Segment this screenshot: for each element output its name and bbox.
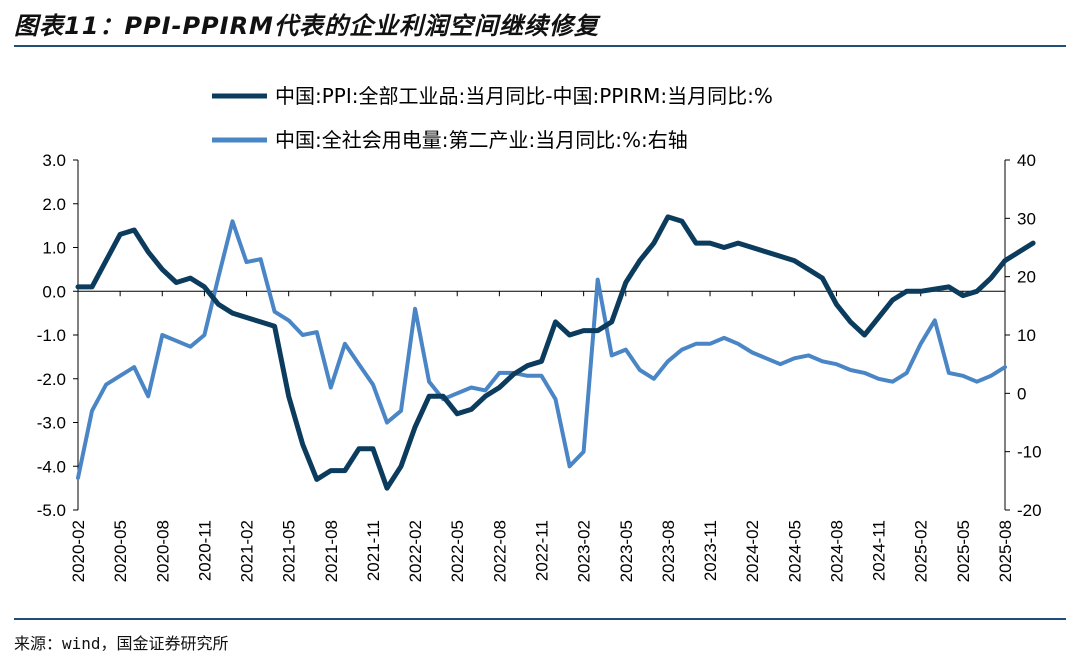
x-axis-ticks: 2020-02 2020-05 2020-08 2020-11 2021-02 2021-… xyxy=(69,291,1015,582)
x-tick-label: 2022-11 xyxy=(533,520,552,581)
series-line-ppi-spread xyxy=(75,214,1036,491)
right-tick-label: 10 xyxy=(1017,326,1036,345)
x-tick-label: 2023-02 xyxy=(575,520,594,582)
series-layer xyxy=(75,214,1036,491)
x-tick-label: 2024-11 xyxy=(870,520,889,581)
x-tick-label: 2021-08 xyxy=(322,520,341,582)
x-tick-label: 2024-08 xyxy=(827,520,846,582)
x-tick-label: 2023-11 xyxy=(701,520,720,581)
left-tick-label: -5.0 xyxy=(37,501,66,520)
right-tick-label: -10 xyxy=(1017,443,1042,462)
left-tick-label: 2.0 xyxy=(42,195,66,214)
dual-axis-line-chart: 中国:PPI:全部工业品:当月同比-中国:PPIRM:当月同比:% 中国:全社会… xyxy=(37,84,1042,582)
x-tick-label: 2025-02 xyxy=(912,520,931,582)
left-tick-label: -4.0 xyxy=(37,457,66,476)
x-tick-label: 2020-11 xyxy=(195,520,214,581)
x-tick-label: 2021-02 xyxy=(238,520,257,582)
x-tick-label: 2022-08 xyxy=(490,520,509,582)
left-tick-label: 3.0 xyxy=(42,151,66,170)
left-tick-label: -2.0 xyxy=(37,370,66,389)
x-tick-label: 2025-08 xyxy=(996,520,1015,582)
x-tick-label: 2020-08 xyxy=(153,520,172,582)
legend-label-ppi-spread: 中国:PPI:全部工业品:当月同比-中国:PPIRM:当月同比:% xyxy=(275,84,773,108)
x-tick-label: 2021-05 xyxy=(280,520,299,582)
x-tick-label: 2023-05 xyxy=(617,520,636,582)
right-tick-label: 30 xyxy=(1017,209,1036,228)
series-line-electricity xyxy=(76,219,1007,480)
legend: 中国:PPI:全部工业品:当月同比-中国:PPIRM:当月同比:% 中国:全社会… xyxy=(212,84,773,152)
x-tick-label: 2023-08 xyxy=(659,520,678,582)
right-tick-label: 40 xyxy=(1017,151,1036,170)
footer-divider xyxy=(14,618,1066,620)
left-tick-label: -3.0 xyxy=(37,414,66,433)
left-tick-label: 0.0 xyxy=(42,282,66,301)
left-tick-label: -1.0 xyxy=(37,326,66,345)
source-note: 来源：wind，国金证券研究所 xyxy=(14,634,229,653)
chart-title: 图表11：PPI-PPIRM代表的企业利润空间继续修复 xyxy=(14,12,599,40)
right-axis-ticks: 40 30 20 10 0 -10 -20 xyxy=(1005,151,1042,520)
x-tick-label: 2022-05 xyxy=(448,520,467,582)
x-tick-label: 2020-02 xyxy=(69,520,88,582)
right-tick-label: 20 xyxy=(1017,268,1036,287)
title-divider xyxy=(14,45,1066,47)
x-tick-label: 2024-05 xyxy=(785,520,804,582)
left-tick-label: 1.0 xyxy=(42,239,66,258)
x-tick-label: 2025-05 xyxy=(954,520,973,582)
x-tick-label: 2020-05 xyxy=(111,520,130,582)
x-tick-label: 2021-11 xyxy=(364,520,383,581)
right-tick-label: -20 xyxy=(1017,501,1042,520)
legend-label-electricity: 中国:全社会用电量:第二产业:当月同比:%:右轴 xyxy=(275,128,688,152)
x-tick-label: 2022-02 xyxy=(406,520,425,582)
left-axis-ticks: 3.0 2.0 1.0 0.0 -1.0 -2.0 -3.0 -4.0 -5.0 xyxy=(37,151,78,520)
x-tick-label: 2024-02 xyxy=(743,520,762,582)
right-tick-label: 0 xyxy=(1017,384,1026,403)
